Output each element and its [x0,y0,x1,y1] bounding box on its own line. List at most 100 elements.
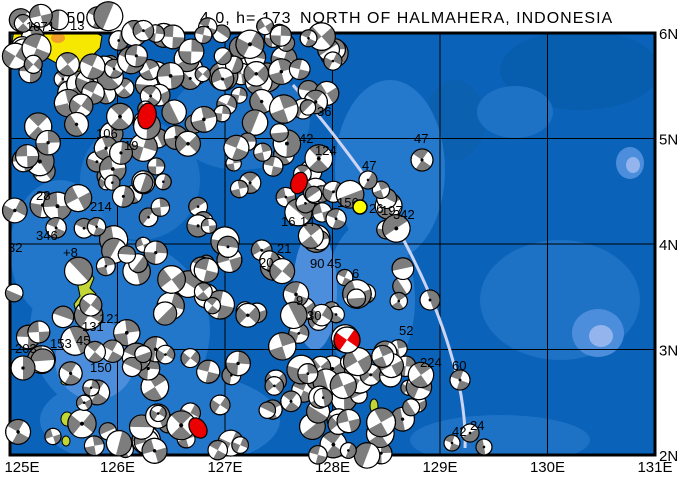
ball-quadrants [225,351,251,376]
ball-center-dot [221,77,225,81]
ball-rim [196,359,221,384]
depth-label: 26 [369,201,383,216]
ball-rim [117,245,136,264]
small-island [61,435,71,447]
ball-rim [83,435,105,457]
ball-center-dot [285,141,289,146]
ball-rim [152,301,178,326]
ball-rim [253,142,273,162]
depth-label: 52 [399,323,413,338]
ball-rim [44,427,62,446]
ball-rim [389,291,408,311]
ball-center-dot [314,100,318,104]
focal-mechanism-ball [178,38,205,65]
focal-mechanism-ball [210,67,235,91]
focal-mechanism-ball [121,356,143,378]
ball-quadrants [269,58,294,85]
ball-quadrants [3,198,26,223]
ball-rim [304,144,334,173]
ball-rim [280,301,308,330]
focal-mechanism-ball [269,258,296,285]
ball-center-dot [366,178,370,182]
ball-rim [82,378,100,397]
focal-mechanism-ball [150,197,171,217]
ball-quadrants [183,348,198,368]
ball-center-dot [162,180,165,184]
epicenter-dot [352,199,368,215]
ball-center-dot [284,195,288,199]
focal-mechanism-ball [45,217,67,239]
ball-center-dot [248,181,252,185]
ball-quadrants [300,29,317,47]
depth-label: 20 [259,255,273,270]
ball-half [139,208,155,225]
depth-label: 214 [90,199,112,214]
ball-rim [5,418,32,445]
focal-mechanism-ball [149,404,167,423]
ball-center-dot [95,225,98,229]
focal-mechanism-ball [282,281,310,308]
ball-center-dot [400,417,405,421]
ball-half [156,305,177,326]
focal-mechanism-ball [128,133,158,162]
ball-rim [132,172,154,194]
focal-mechanism-ball [180,348,201,369]
ball-center-dot [230,374,233,377]
ball-quadrants [82,379,100,396]
focal-mechanism-ball [27,320,51,344]
ball-quadrants [95,136,118,160]
ball-rim [336,408,361,434]
ball-quadrants [147,157,165,175]
ball-center-dot [186,142,190,146]
ball-quadrants [164,125,188,150]
ball-rim [371,344,395,368]
ball-rim [269,258,296,285]
ball-half [347,297,366,308]
ball-rim [95,256,116,277]
focal-mechanism-ball [339,442,357,459]
lon-tick-label: 127E [207,459,242,476]
ball-half [64,260,89,286]
lon-tick-label: 125E [4,459,39,476]
focal-mechanism-ball [109,140,133,165]
ball-quadrants [372,181,390,199]
ball-center-dot [331,59,335,63]
focal-mechanism-ball [194,66,211,83]
lon-tick-label: 131E [637,459,672,476]
ball-center-dot [306,372,310,376]
focal-mechanism-ball [15,144,40,169]
ball-quadrants [312,304,331,326]
focal-mechanism-ball [1,197,28,224]
focal-mechanism-ball [60,325,91,356]
focal-mechanism-ball [64,111,89,137]
ball-quadrants [79,296,102,314]
focal-mechanism-ball [154,173,172,191]
ball-quadrants [301,223,321,249]
ball-rim [407,361,435,389]
depth-label: 90 [310,256,324,271]
ball-rim [79,53,106,80]
ball-rim [149,404,167,423]
ball-quadrants [450,370,470,390]
ball-rim [58,361,83,386]
ball-quadrants [151,198,170,217]
ball-rim [1,197,28,224]
ball-quadrants [284,281,308,307]
ball-half [242,109,260,135]
ball-center-dot [347,449,350,452]
focal-mechanism-ball [58,361,83,386]
bathymetry-blob [500,33,655,110]
ball-center-dot [316,156,321,161]
focal-mechanism-ball [253,142,273,162]
focal-mechanism-ball [297,363,319,385]
ball-center-dot [164,353,167,356]
ball-rim [194,66,211,83]
depth-label: 224 [420,355,442,370]
ball-half [115,430,132,456]
ball-center-dot [428,298,432,302]
ball-rim [174,130,201,157]
focal-mechanism-ball [346,288,367,308]
ball-center-dot [55,204,60,209]
ball-half [23,356,35,380]
focal-mechanism-ball [35,129,61,156]
